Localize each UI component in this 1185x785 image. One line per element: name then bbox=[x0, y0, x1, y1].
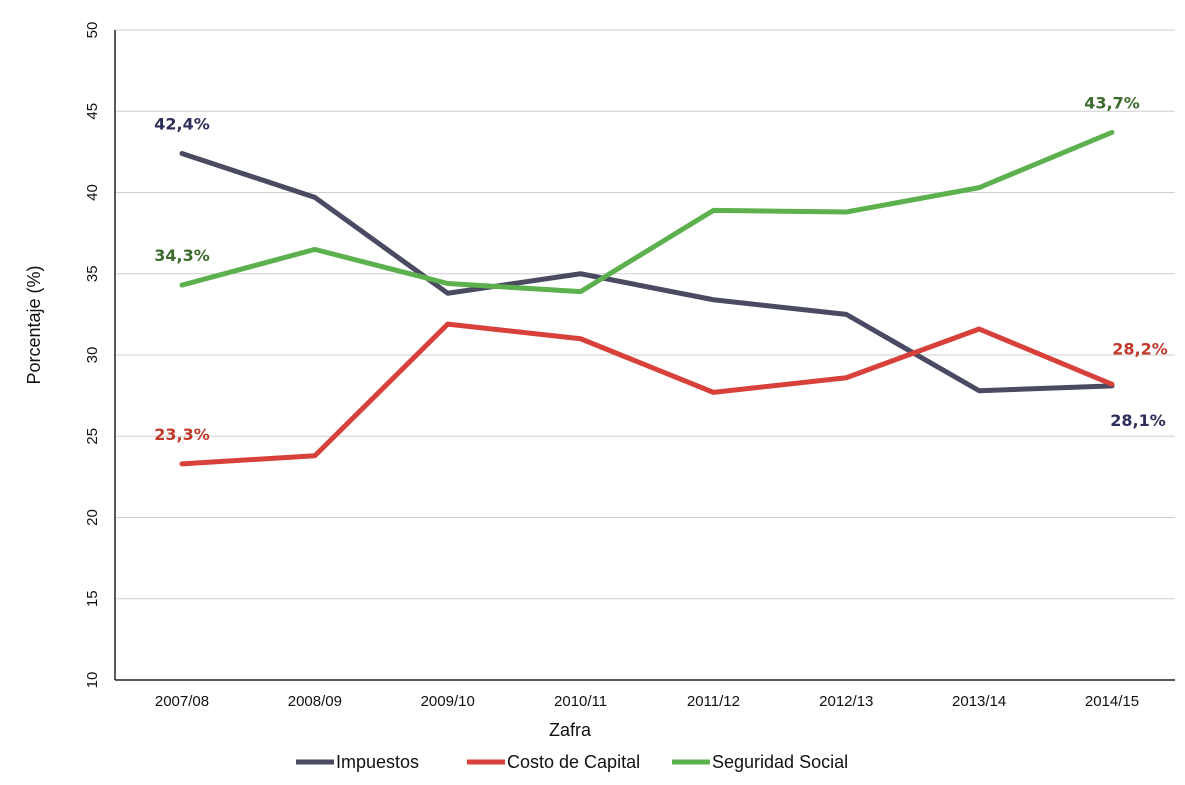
data-labels: 42,4% 28,1% 23,3% 28,2% 34,3% 43,7% bbox=[154, 93, 1168, 444]
y-axis-title: Porcentaje (%) bbox=[24, 265, 44, 384]
data-label: 28,1% bbox=[1110, 411, 1166, 430]
data-label: 28,2% bbox=[1112, 339, 1168, 358]
series-line-seguridad-social bbox=[179, 129, 1115, 295]
data-label: 23,3% bbox=[154, 425, 210, 444]
y-tick-label: 35 bbox=[84, 265, 101, 282]
x-axis-title: Zafra bbox=[549, 720, 592, 740]
x-tick-label: 2014/15 bbox=[1085, 693, 1139, 710]
y-tick-label: 50 bbox=[84, 22, 101, 39]
y-tick-label: 30 bbox=[84, 347, 101, 364]
series-line-costo-de-capital bbox=[179, 321, 1115, 467]
data-label: 43,7% bbox=[1084, 93, 1140, 112]
y-tick-label: 15 bbox=[84, 590, 101, 607]
y-tick-label: 45 bbox=[84, 103, 101, 120]
x-tick-label: 2007/08 bbox=[155, 693, 209, 710]
legend-label: Seguridad Social bbox=[712, 752, 848, 772]
legend-label: Impuestos bbox=[336, 752, 419, 772]
x-tick-label: 2013/14 bbox=[952, 693, 1006, 710]
y-tick-label: 20 bbox=[84, 509, 101, 526]
x-tick-label: 2010/11 bbox=[554, 693, 607, 710]
y-tick-label: 10 bbox=[84, 672, 101, 689]
y-tick-label: 40 bbox=[84, 184, 101, 201]
series-line-impuestos bbox=[179, 151, 1115, 394]
legend: Impuestos Costo de Capital Seguridad Socia… bbox=[296, 752, 848, 772]
legend-label: Costo de Capital bbox=[507, 752, 640, 772]
data-label: 34,3% bbox=[154, 246, 210, 265]
x-tick-label: 2011/12 bbox=[687, 693, 740, 710]
x-tick-label: 2009/10 bbox=[421, 693, 475, 710]
series-lines bbox=[179, 129, 1115, 467]
gridlines bbox=[115, 29, 1175, 600]
y-tick-label: 25 bbox=[84, 428, 101, 445]
x-tick-label: 2008/09 bbox=[288, 693, 342, 710]
x-tick-label: 2012/13 bbox=[819, 693, 873, 710]
data-label: 42,4% bbox=[154, 115, 210, 134]
y-tick-labels: 10 15 20 25 30 35 40 45 50 bbox=[84, 22, 101, 689]
x-tick-labels: 2007/08 2008/09 2009/10 2010/11 2011/12 2012/… bbox=[155, 693, 1139, 710]
